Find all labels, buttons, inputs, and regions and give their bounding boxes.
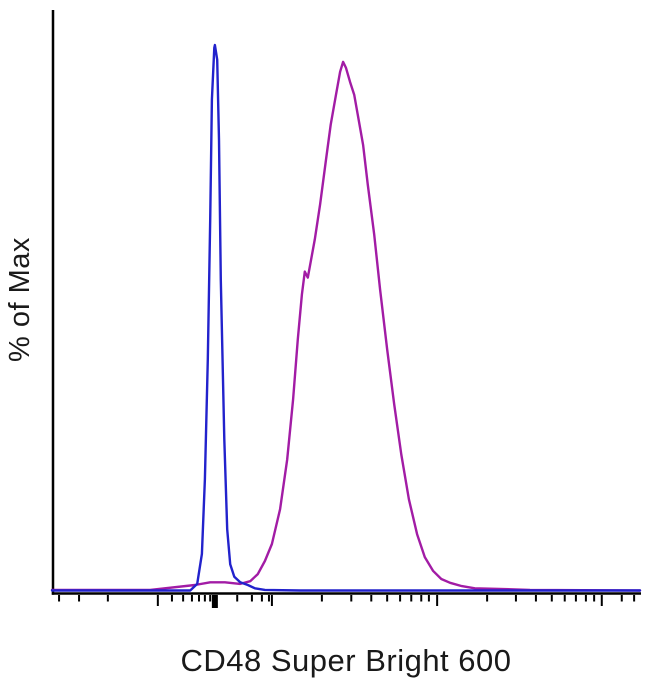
x-axis-label: CD48 Super Bright 600: [180, 643, 512, 678]
y-axis-label: % of Max: [4, 237, 36, 363]
series-negative-control: [50, 43, 642, 592]
series-stained-sample: [50, 60, 642, 592]
